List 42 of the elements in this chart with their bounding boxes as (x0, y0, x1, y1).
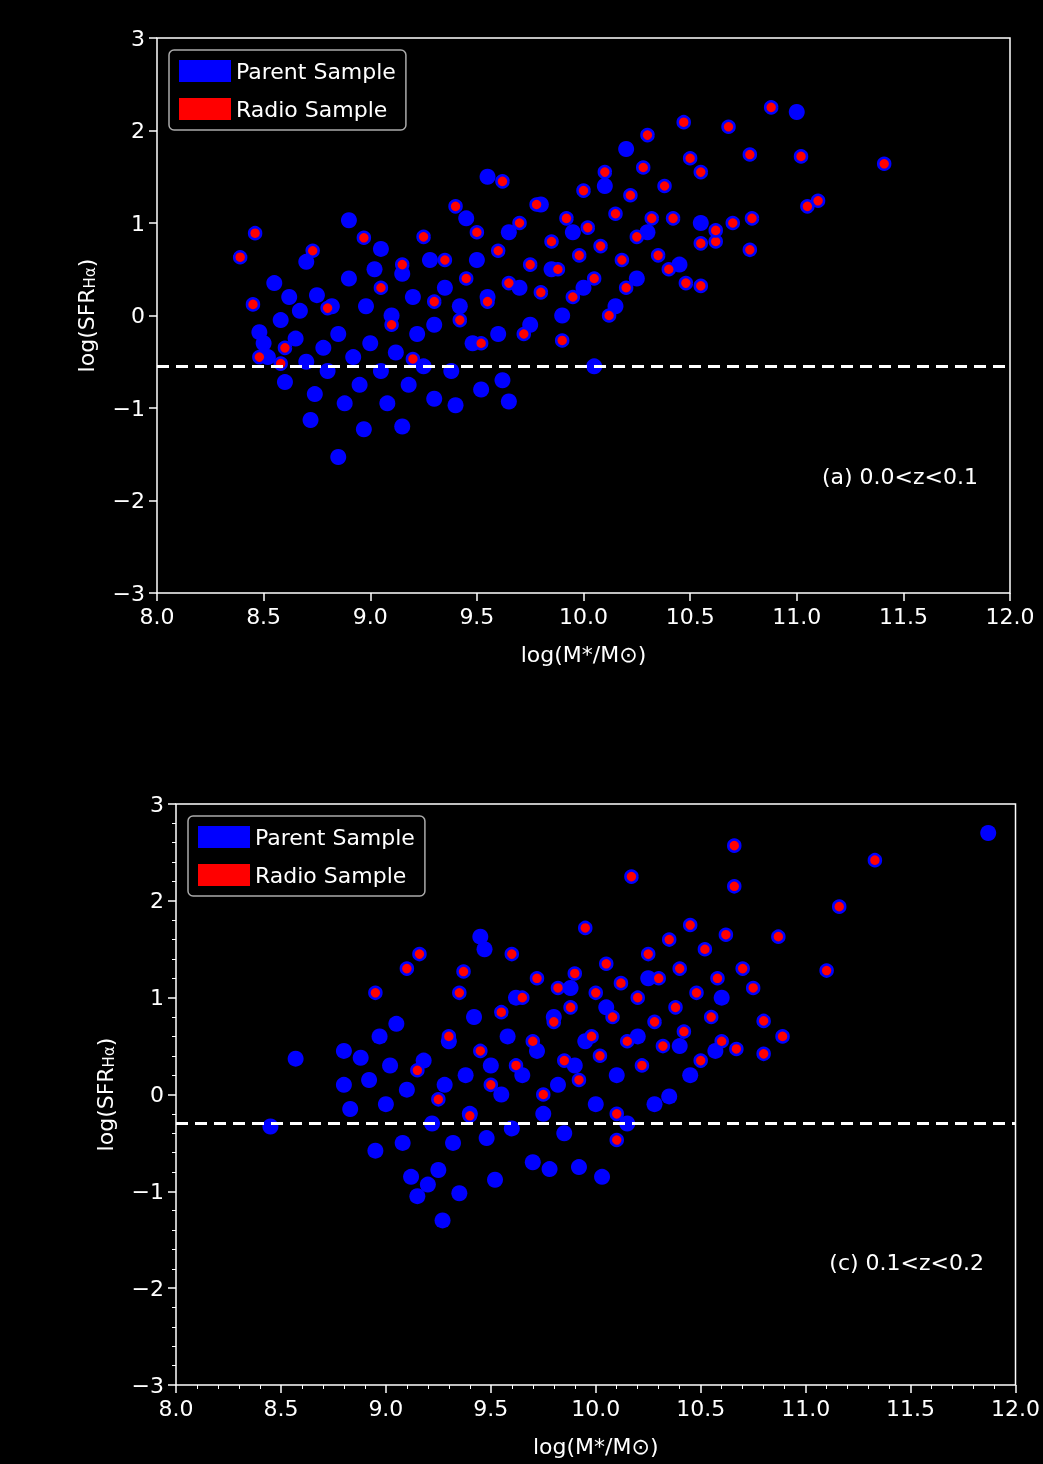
annotation: (a) 0.0<z<0.1 (821, 463, 978, 489)
y-tick-label: −2 (112, 488, 145, 513)
y-axis-title: log(SFRHα) (73, 258, 99, 373)
x-tick-label: 9.0 (368, 1395, 404, 1421)
x-tick-label: 8.5 (246, 603, 282, 629)
y-tick-label: 1 (150, 985, 164, 1011)
x-tick-label: 10.0 (571, 1395, 621, 1421)
legend-label: Radio Sample (255, 862, 407, 888)
y-tick-label: 1 (131, 210, 145, 236)
x-tick-label: 11.5 (886, 1395, 936, 1421)
y-tick-label: 3 (131, 25, 145, 51)
x-tick-label: 8.0 (158, 1395, 194, 1421)
y-tick-label: −3 (131, 1372, 164, 1398)
x-tick-label: 11.5 (878, 603, 928, 629)
y-tick-label: 3 (150, 791, 164, 817)
y-axis-title: log(SFRHα) (92, 1037, 118, 1152)
y-tick-label: −1 (131, 1178, 164, 1204)
x-tick-label: 10.5 (676, 1395, 726, 1421)
y-tick-label: −3 (112, 580, 145, 606)
x-tick-label: 9.5 (459, 603, 495, 629)
x-tick-label: 10.0 (559, 603, 608, 629)
x-tick-label: 11.0 (781, 1395, 831, 1421)
legend-label: Radio Sample (236, 96, 388, 122)
x-tick-label: 12.0 (985, 603, 1035, 629)
x-tick-label: 9.0 (352, 603, 388, 629)
y-tick-label: 0 (150, 1082, 164, 1107)
y-tick-label: −1 (112, 395, 145, 421)
y-tick-label: −2 (131, 1275, 164, 1301)
y-tick-label: 2 (131, 118, 145, 143)
legend-label: Parent Sample (255, 824, 415, 850)
x-tick-label: 8.5 (263, 1395, 299, 1421)
x-tick-label: 11.0 (772, 603, 822, 629)
x-tick-label: 10.5 (665, 603, 715, 629)
annotation: (c) 0.1<z<0.2 (829, 1249, 985, 1275)
x-tick-label: 8.0 (139, 603, 175, 629)
legend-label: Parent Sample (236, 58, 396, 84)
x-tick-label: 9.5 (473, 1395, 509, 1421)
x-axis-title: log(M*/M⊙) (533, 1433, 659, 1459)
x-tick-label: 12.0 (991, 1395, 1040, 1421)
y-tick-label: 2 (150, 888, 164, 914)
x-axis-title: log(M*/M⊙) (520, 641, 647, 667)
y-tick-label: 0 (131, 303, 145, 328)
